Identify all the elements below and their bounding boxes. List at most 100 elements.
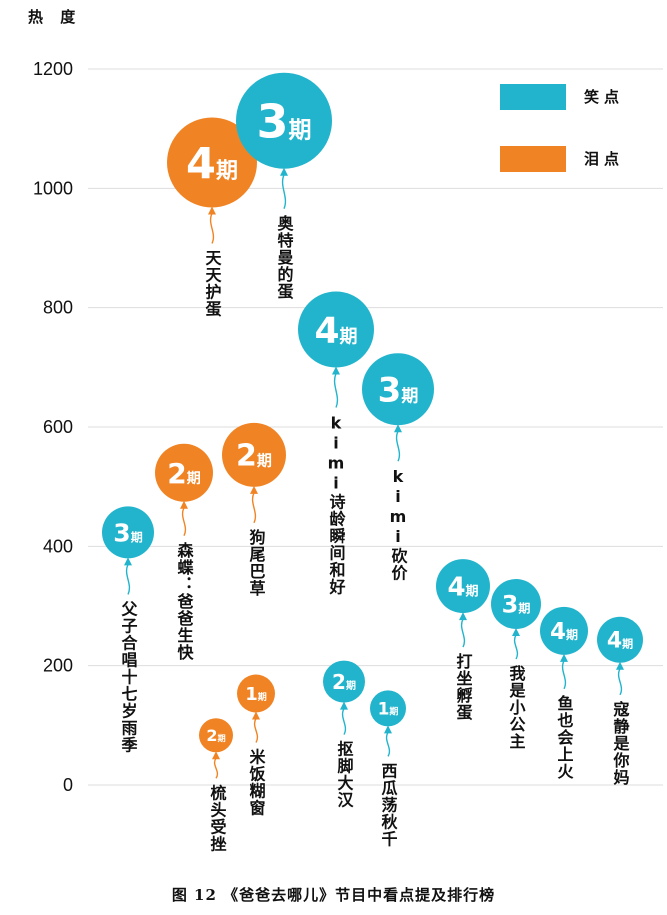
- balloon-body: [597, 616, 643, 663]
- balloon-body: [540, 606, 588, 655]
- episode-number: 4: [447, 572, 465, 602]
- balloon-chart: 0200400600800100012003期父子合唱十七岁雨季2期森蝶：爸爸生…: [33, 59, 663, 852]
- balloon-episode: 3期: [256, 94, 311, 148]
- figure-caption: 图 12 《爸爸去哪儿》节目中看点提及排行榜: [171, 886, 496, 904]
- episode-suffix: 期: [340, 326, 358, 347]
- episode-suffix: 期: [566, 627, 578, 642]
- episode-suffix: 期: [466, 584, 479, 599]
- balloon-knot: [394, 424, 402, 433]
- balloon: 4期 kimi诗龄瞬间和好: [298, 291, 374, 596]
- balloon-body: [323, 660, 365, 703]
- episode-suffix: 期: [389, 706, 398, 718]
- balloon-episode: 2期: [206, 726, 225, 745]
- balloon-episode: 1期: [378, 700, 399, 720]
- balloon-knot: [616, 661, 624, 670]
- episode-number: 1: [378, 700, 390, 720]
- episode-number: 4: [550, 619, 566, 645]
- episode-number: 2: [206, 726, 217, 745]
- episode-suffix: 期: [187, 471, 201, 487]
- balloon-string: [460, 618, 466, 648]
- balloon-label: 天天护蛋: [203, 249, 222, 317]
- balloon-episode: 3期: [502, 591, 531, 619]
- balloon-episode: 3期: [378, 370, 419, 410]
- balloon-knot: [124, 557, 132, 566]
- balloon-knot: [340, 701, 348, 710]
- balloon: 3期 kimi砍价: [362, 353, 434, 581]
- episode-suffix: 期: [218, 733, 226, 743]
- balloon-body: [155, 443, 213, 502]
- balloon-string: [181, 507, 187, 537]
- balloon-label: 打坐孵蛋: [454, 652, 473, 721]
- episode-number: 1: [245, 684, 258, 705]
- balloon-knot: [384, 725, 392, 734]
- episode-number: 2: [332, 670, 346, 694]
- episode-number: 3: [113, 518, 130, 547]
- episode-number: 4: [186, 139, 216, 189]
- legend-swatch-laugh: [500, 84, 566, 110]
- balloon-episode: 3期: [113, 518, 142, 547]
- episode-suffix: 期: [289, 117, 312, 143]
- balloon-label: 父子合唱十七岁雨季: [119, 600, 139, 753]
- balloon-episode: 2期: [167, 457, 200, 490]
- balloon-string: [395, 430, 401, 462]
- episode-suffix: 期: [257, 452, 272, 470]
- balloon-knot: [280, 167, 288, 176]
- episode-suffix: 期: [258, 691, 267, 703]
- balloon-body: [236, 72, 332, 169]
- balloon-knot: [560, 653, 568, 662]
- balloon-episode: 2期: [332, 670, 356, 694]
- episode-number: 3: [378, 370, 402, 410]
- balloon-body: [237, 674, 275, 713]
- balloon-label: 奥特曼的蛋: [275, 214, 294, 300]
- balloon-body: [222, 422, 286, 487]
- balloon-string: [513, 634, 519, 660]
- episode-suffix: 期: [401, 386, 418, 406]
- balloon-episode: 4期: [607, 629, 633, 654]
- balloon-body: [362, 353, 434, 426]
- episode-number: 3: [256, 94, 288, 148]
- legend-label-tear: 泪点: [584, 150, 625, 168]
- balloon-knot: [250, 485, 258, 494]
- balloon-body: [102, 506, 154, 559]
- balloon-label: 米饭糊窗: [247, 748, 267, 817]
- episode-number: 3: [502, 591, 519, 619]
- balloon-episode: 4期: [550, 619, 578, 645]
- balloon-body: [491, 579, 541, 629]
- balloon-episode: 4期: [447, 572, 478, 602]
- balloon-episode: 2期: [236, 439, 272, 474]
- balloon-label: 西瓜荡秋千: [379, 762, 398, 847]
- episode-number: 4: [607, 629, 622, 654]
- y-tick-label: 600: [43, 417, 73, 437]
- balloon-episode: 4期: [314, 310, 357, 351]
- balloon-string: [617, 668, 623, 696]
- balloon-label: kimi诗龄瞬间和好: [327, 414, 347, 596]
- balloon-string: [281, 174, 287, 209]
- balloon-string: [251, 492, 257, 524]
- balloon-episode: 4期: [186, 139, 238, 189]
- balloon-label: 森蝶：爸爸生快: [175, 541, 195, 661]
- y-tick-label: 200: [43, 656, 73, 676]
- y-tick-label: 1000: [33, 178, 73, 198]
- episode-suffix: 期: [131, 529, 143, 544]
- balloon-string: [333, 373, 339, 408]
- balloon-knot: [512, 628, 520, 636]
- balloon-knot: [332, 366, 340, 375]
- y-tick-label: 0: [63, 775, 73, 795]
- episode-suffix: 期: [622, 637, 633, 651]
- episode-suffix: 期: [216, 159, 238, 184]
- episode-number: 2: [236, 439, 257, 474]
- balloon-label: 抠脚大汉: [335, 740, 354, 809]
- balloon-label: 鱼也会上火: [555, 694, 574, 780]
- balloon-label: 我是小公主: [507, 664, 527, 750]
- balloon-string: [561, 660, 567, 690]
